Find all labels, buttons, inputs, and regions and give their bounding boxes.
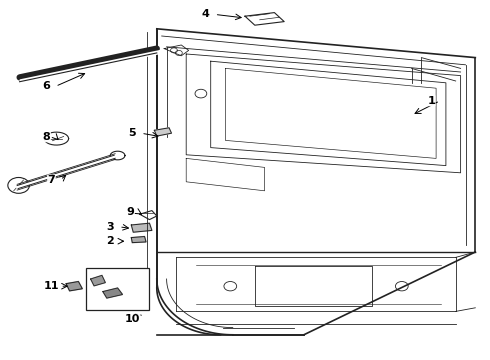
Text: 2: 2 <box>106 236 114 246</box>
Polygon shape <box>131 237 146 243</box>
Polygon shape <box>66 282 82 291</box>
Text: 3: 3 <box>106 222 114 232</box>
Polygon shape <box>131 223 152 232</box>
Text: 1: 1 <box>427 96 435 106</box>
Text: 5: 5 <box>128 128 136 138</box>
Polygon shape <box>154 128 171 136</box>
Text: 6: 6 <box>43 81 50 91</box>
Text: 4: 4 <box>202 9 210 19</box>
Bar <box>86 268 149 310</box>
Text: 8: 8 <box>43 132 50 142</box>
Text: 11: 11 <box>44 281 59 291</box>
Text: 9: 9 <box>126 207 134 217</box>
Text: 7: 7 <box>48 175 55 185</box>
Text: 10: 10 <box>124 314 140 324</box>
Polygon shape <box>103 288 122 298</box>
Polygon shape <box>91 275 105 286</box>
